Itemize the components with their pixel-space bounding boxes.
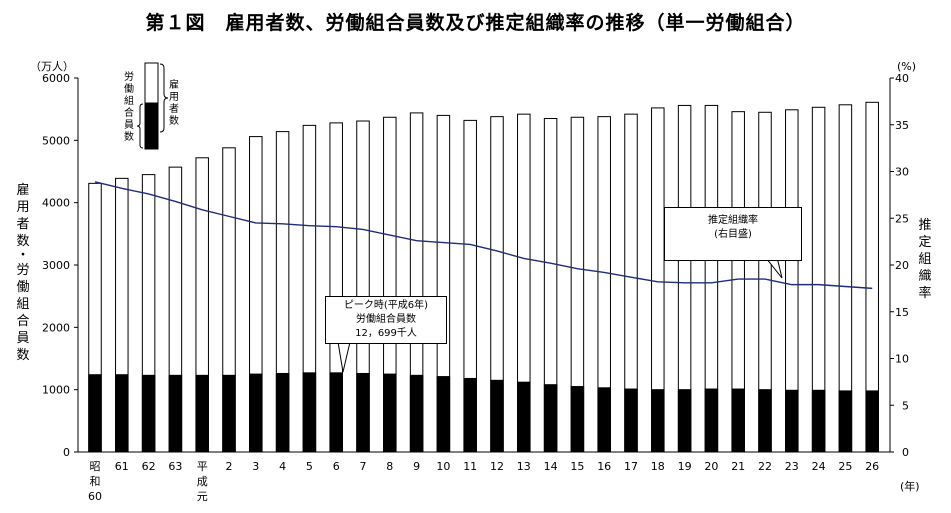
- y2-tick-label: 5: [902, 399, 909, 412]
- union-bar: [436, 376, 451, 453]
- x-tick-label: 16: [597, 460, 611, 473]
- y-tick-label: 3000: [42, 259, 70, 272]
- y2-tick-label: 40: [895, 72, 909, 85]
- y2-tick-label: 0: [902, 446, 909, 459]
- x-tick-label: 6: [333, 460, 340, 473]
- x-tick-label: 17: [624, 460, 638, 473]
- union-bar: [383, 373, 397, 453]
- y-tick-label: 2000: [42, 321, 70, 334]
- x-tick-label: 5: [306, 460, 313, 473]
- union-bar: [195, 374, 209, 453]
- union-bar: [463, 377, 477, 453]
- union-bar: [758, 389, 772, 453]
- union-bar: [865, 390, 879, 453]
- union-bar: [275, 372, 290, 453]
- chart-title: 第１図 雇用者数、労働組合員数及び推定組織率の推移（単一労働組合）: [145, 12, 806, 34]
- union-bar: [731, 388, 745, 453]
- y-tick-label: 4000: [42, 197, 70, 210]
- union-bar: [115, 374, 129, 453]
- x-tick-label: 3: [252, 460, 259, 473]
- x-tick-label: 昭: [90, 460, 101, 473]
- y2-tick-label: 35: [895, 119, 909, 132]
- x-tick-label: 7: [360, 460, 367, 473]
- union-bar: [838, 390, 853, 453]
- x-tick-label: 18: [651, 460, 665, 473]
- union-bar: [329, 372, 343, 453]
- x-tick-label: 元: [197, 490, 208, 503]
- union-bar: [249, 373, 263, 453]
- x-tick-label: 平: [197, 460, 208, 473]
- x-tick-label: 成: [197, 475, 208, 488]
- union-bar: [222, 374, 236, 453]
- union-bar: [168, 374, 183, 453]
- x-tick-label: 62: [142, 460, 156, 473]
- union-bar: [141, 374, 156, 453]
- x-tick-label: 20: [704, 460, 718, 473]
- right-axis-label: 推定組織率: [918, 218, 932, 301]
- legend-union-label: 労働組合員数: [124, 72, 134, 143]
- x-tick-label: 23: [785, 460, 799, 473]
- union-bar: [677, 389, 692, 453]
- x-tick-label: 22: [758, 460, 772, 473]
- left-axis-label: 雇用者数・労働組合員数: [16, 183, 30, 363]
- y2-tick-label: 10: [895, 353, 909, 366]
- x-tick-label: 63: [168, 460, 182, 473]
- union-bar: [88, 374, 102, 453]
- y2-tick-label: 30: [895, 166, 909, 179]
- x-tick-label: 26: [865, 460, 879, 473]
- legend-union-brace: [136, 103, 144, 149]
- rate-line: [94, 181, 873, 290]
- x-tick-label: 8: [386, 460, 393, 473]
- legend-union-swatch: [144, 102, 159, 150]
- x-tick-label: 24: [812, 460, 826, 473]
- x-tick-label: 2: [226, 460, 233, 473]
- x-tick-label: 和: [90, 475, 101, 488]
- y-tick-label: 1000: [42, 384, 70, 397]
- x-tick-label: 9: [413, 460, 420, 473]
- y-tick-label: 5000: [42, 134, 70, 147]
- union-bar: [597, 387, 611, 453]
- union-bar: [517, 381, 531, 453]
- y2-tick-label: 20: [895, 259, 909, 272]
- y2-tick-label: 25: [895, 212, 909, 225]
- x-tick-label: 12: [490, 460, 504, 473]
- x-tick-label: 11: [463, 460, 477, 473]
- x-tick-label: 13: [517, 460, 531, 473]
- union-bar: [651, 389, 665, 453]
- left-axis-unit: （万人）: [30, 60, 74, 73]
- union-bar: [302, 372, 317, 453]
- x-tick-label: 19: [678, 460, 692, 473]
- union-bar: [785, 389, 799, 453]
- peak-callout: ピーク時(平成6年) 労働組合員数 12，699千人: [325, 296, 447, 344]
- x-tick-label: 61: [115, 460, 129, 473]
- union-bar: [543, 384, 558, 453]
- x-tick-label: 21: [731, 460, 745, 473]
- x-tick-label: 60: [88, 490, 102, 503]
- x-axis-unit: (年): [900, 480, 920, 493]
- rate-callout: 推定組織率 (右目盛): [664, 207, 802, 261]
- x-tick-label: 25: [838, 460, 852, 473]
- y2-tick-label: 15: [895, 306, 909, 319]
- x-tick-label: 15: [570, 460, 584, 473]
- union-bar: [704, 388, 719, 453]
- y-tick-label: 0: [63, 446, 70, 459]
- union-bar: [356, 372, 370, 453]
- right-axis-unit: (%): [897, 60, 917, 73]
- union-bar: [490, 379, 504, 453]
- x-tick-label: 4: [279, 460, 286, 473]
- union-bar: [570, 386, 585, 453]
- union-bar: [624, 388, 638, 453]
- union-bar: [409, 374, 424, 453]
- legend-employee-label: 雇用者数: [169, 80, 179, 127]
- x-tick-label: 10: [436, 460, 450, 473]
- legend-employee-brace: [159, 63, 169, 133]
- union-bar: [811, 389, 826, 453]
- x-tick-label: 14: [544, 460, 558, 473]
- y-tick-label: 6000: [42, 72, 70, 85]
